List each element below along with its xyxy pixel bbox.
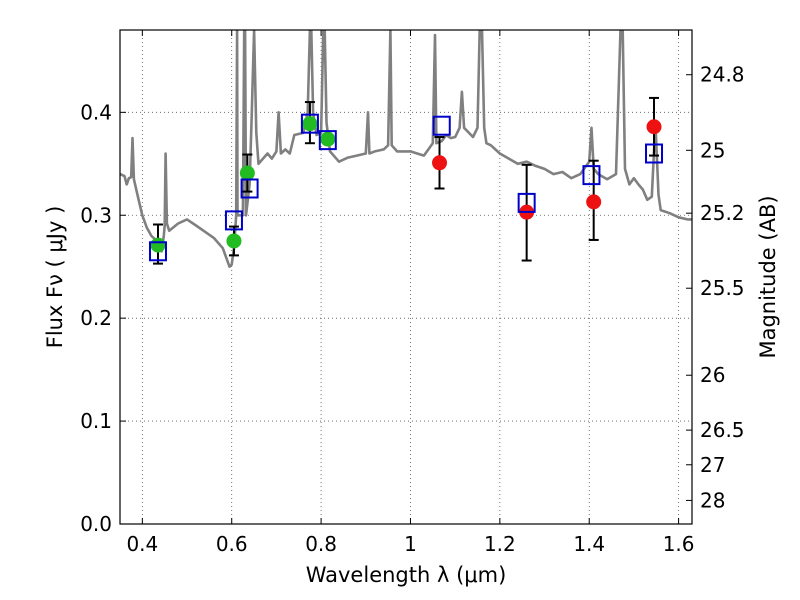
x-tick-label: 1.4 bbox=[573, 532, 605, 556]
x-tick-label: 1.2 bbox=[484, 532, 516, 556]
model-square bbox=[318, 130, 337, 151]
data-point bbox=[320, 131, 336, 147]
y-tick-label: 0.4 bbox=[80, 100, 112, 124]
y-tick-label: 0.0 bbox=[80, 512, 112, 536]
x-tick-label: 0.6 bbox=[216, 532, 248, 556]
right-tick-label: 25 bbox=[700, 138, 725, 162]
data-point bbox=[226, 233, 242, 249]
x-tick-label: 0.8 bbox=[305, 532, 337, 556]
spectrum bbox=[120, 30, 692, 268]
model-square bbox=[224, 210, 243, 231]
model-square bbox=[432, 115, 451, 136]
data-point bbox=[586, 194, 602, 210]
right-tick-label: 28 bbox=[700, 488, 725, 512]
grid bbox=[120, 30, 692, 525]
x-tick-label: 1 bbox=[404, 532, 417, 556]
data-point bbox=[150, 237, 166, 253]
y-axis-label: Flux Fν ( μJy ) bbox=[43, 206, 67, 349]
model-squares bbox=[148, 113, 664, 262]
y-axis-label-right: Magnitude (AB) bbox=[756, 195, 780, 358]
model-square bbox=[517, 192, 536, 213]
data-point bbox=[432, 155, 448, 171]
x-tick-label: 1.6 bbox=[663, 532, 695, 556]
right-tick-label: 25.5 bbox=[700, 276, 745, 300]
spectrum-line bbox=[120, 30, 692, 268]
y-tick-label: 0.3 bbox=[80, 203, 112, 227]
plot-frame bbox=[119, 29, 693, 525]
y-tick-label: 0.1 bbox=[80, 409, 112, 433]
ticks: 0.4 0.6 0.8 1 1.2 1.4 1.6 0.0 0.1 0.2 0.3 0.4 24.8 25… bbox=[80, 30, 745, 556]
right-tick-label: 25.2 bbox=[700, 201, 745, 225]
x-tick-label: 0.4 bbox=[126, 532, 158, 556]
right-tick-label: 27 bbox=[700, 453, 725, 477]
model-square bbox=[582, 165, 601, 186]
x-axis-label: Wavelength λ (μm) bbox=[306, 563, 507, 587]
right-tick-label: 26 bbox=[700, 363, 725, 387]
right-tick-label: 24.8 bbox=[700, 63, 745, 87]
data-point bbox=[646, 119, 662, 135]
data-point bbox=[239, 165, 255, 181]
y-tick-label: 0.2 bbox=[80, 306, 112, 330]
model-square bbox=[300, 113, 319, 134]
model-square bbox=[645, 143, 664, 164]
model-square bbox=[240, 178, 259, 199]
data-point bbox=[302, 116, 318, 132]
model-square bbox=[148, 241, 167, 262]
right-tick-label: 26.5 bbox=[700, 418, 745, 442]
